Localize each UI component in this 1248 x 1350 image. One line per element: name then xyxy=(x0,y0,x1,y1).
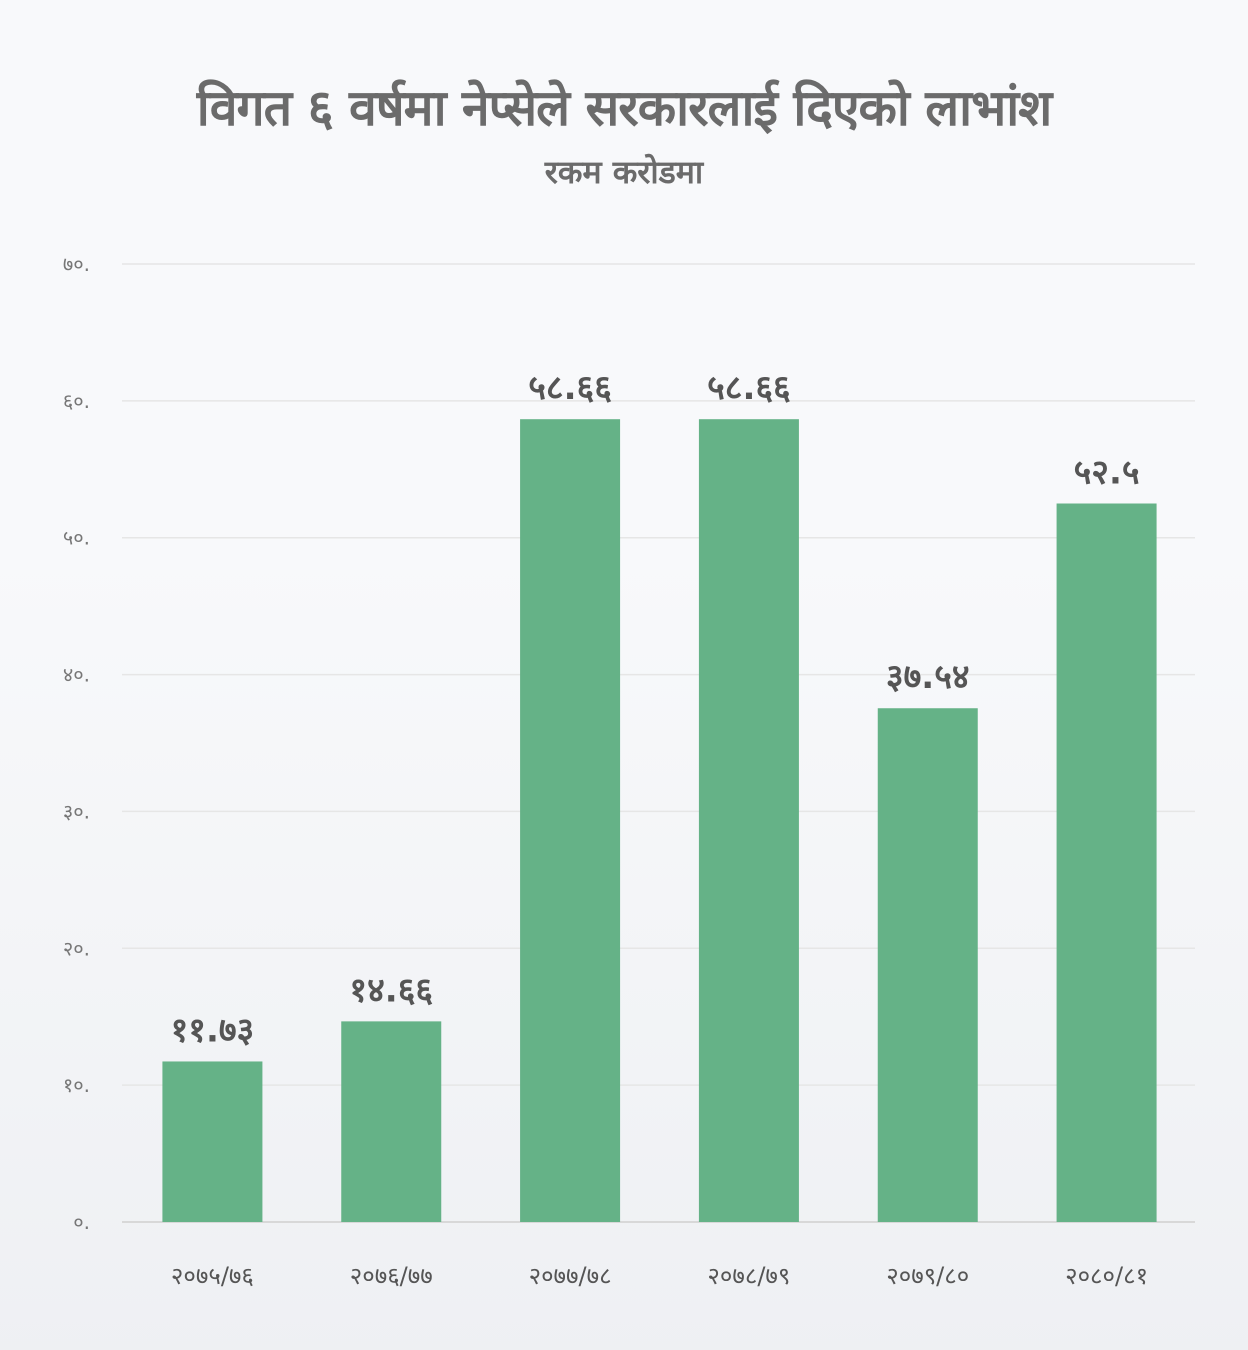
y-tick-label: २०. xyxy=(63,936,90,960)
x-tick-label: २०७९/८० xyxy=(886,1262,969,1290)
y-tick-label: ४०. xyxy=(63,663,90,687)
y-tick-label: १०. xyxy=(63,1073,90,1097)
data-label: ५८.६६ xyxy=(528,368,612,408)
bar xyxy=(877,708,978,1222)
bar xyxy=(341,1021,442,1222)
bar xyxy=(698,419,799,1222)
data-label: ११.७३ xyxy=(171,1010,255,1050)
data-label: १४.६६ xyxy=(349,970,433,1010)
y-tick-label: ६०. xyxy=(63,389,90,413)
x-tick-label: २०७७/७८ xyxy=(529,1262,612,1290)
y-tick-label: ५०. xyxy=(63,526,90,550)
bar xyxy=(162,1061,263,1222)
data-label: ३७.५४ xyxy=(886,657,970,697)
data-label: ५८.६६ xyxy=(707,368,791,408)
chart-title: विगत ६ वर्षमा नेप्सेले सरकारलाई दिएको ला… xyxy=(196,79,1052,137)
x-tick-label: २०७५/७६ xyxy=(171,1262,254,1290)
x-tick-label: २०७६/७७ xyxy=(350,1262,433,1290)
y-tick-label: ०. xyxy=(73,1210,90,1234)
y-tick-label: ७०. xyxy=(63,252,90,276)
y-tick-label: ३०. xyxy=(63,799,90,823)
chart-subtitle: रकम करोडमा xyxy=(544,153,704,191)
x-tick-label: २०८०/८१ xyxy=(1065,1262,1148,1290)
x-tick-label: २०७८/७९ xyxy=(707,1262,790,1290)
bar xyxy=(1056,503,1157,1222)
data-label: ५२.५ xyxy=(1074,453,1140,493)
bar xyxy=(520,419,621,1222)
